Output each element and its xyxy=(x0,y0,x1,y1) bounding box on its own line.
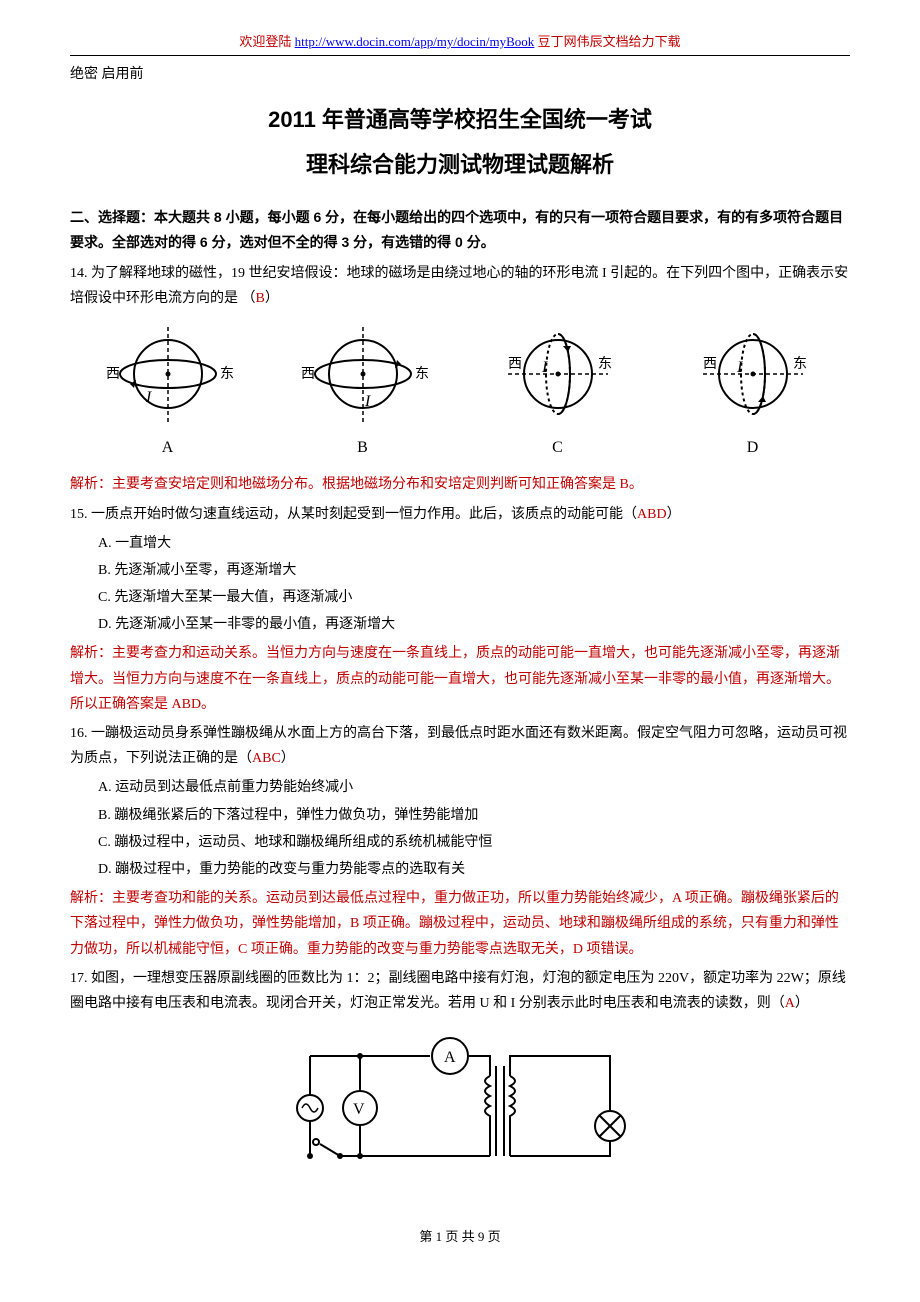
q15-opt-c: C. 先逐渐增大至某一最大值，再逐渐减小 xyxy=(98,585,850,610)
q14-answer: B xyxy=(256,291,265,306)
diagram-c-label: C xyxy=(488,434,628,463)
svg-text:A: A xyxy=(444,1049,456,1066)
label-east-c: 东 xyxy=(598,356,612,372)
diagram-a: 西 东 I A xyxy=(98,322,238,463)
q16-opt-b: B. 蹦极绳张紧后的下落过程中，弹性力做负功，弹性势能增加 xyxy=(98,803,850,828)
section-instructions: 二、选择题：本大题共 8 小题，每小题 6 分，在每小题给出的四个选项中，有的只… xyxy=(70,205,850,255)
q15-options: A. 一直增大 B. 先逐渐减小至零，再逐渐增大 C. 先逐渐增大至某一最大值，… xyxy=(98,531,850,638)
q16-end: ） xyxy=(281,751,295,766)
q16-opt-d: D. 蹦极过程中，重力势能的改变与重力势能零点的选取有关 xyxy=(98,857,850,882)
question-17: 17. 如图，一理想变压器原副线圈的匝数比为 1：2；副线圈电路中接有灯泡，灯泡… xyxy=(70,966,850,1016)
question-14: 14. 为了解释地球的磁性，19 世纪安培假设：地球的磁场是由绕过地心的轴的环形… xyxy=(70,261,850,311)
q15-answer: ABD xyxy=(637,507,667,522)
q16-opt-a: A. 运动员到达最低点前重力势能始终减小 xyxy=(98,775,850,800)
page: 欢迎登陆 http://www.docin.com/app/my/docin/m… xyxy=(0,0,920,1269)
label-west-c: 西 xyxy=(508,357,522,372)
q14-text: 14. 为了解释地球的磁性，19 世纪安培假设：地球的磁场是由绕过地心的轴的环形… xyxy=(70,266,848,306)
q15-opt-a: A. 一直增大 xyxy=(98,531,850,556)
q14-end: ） xyxy=(265,291,279,306)
label-i-c: I xyxy=(541,359,548,376)
label-west-d: 西 xyxy=(703,357,717,372)
label-west-b: 西 xyxy=(301,367,315,382)
question-16: 16. 一蹦极运动员身系弹性蹦极绳从水面上方的高台下落，到最低点时距水面还有数米… xyxy=(70,721,850,771)
q17-text: 17. 如图，一理想变压器原副线圈的匝数比为 1：2；副线圈电路中接有灯泡，灯泡… xyxy=(70,971,846,1011)
diagram-b-label: B xyxy=(293,434,433,463)
q16-opt-c: C. 蹦极过程中，运动员、地球和蹦极绳所组成的系统机械能守恒 xyxy=(98,830,850,855)
label-east-d: 东 xyxy=(793,356,807,372)
label-west: 西 xyxy=(106,367,120,382)
title-line-2: 理科综合能力测试物理试题解析 xyxy=(70,145,850,185)
q14-diagrams: 西 东 I A 西 东 I B xyxy=(70,322,850,463)
q16-explain: 解析：主要考查功和能的关系。运动员到达最低点过程中，重力做正功，所以重力势能始终… xyxy=(70,886,850,962)
diagram-d: 西 东 I D xyxy=(683,322,823,463)
header-divider xyxy=(70,55,850,56)
label-i-d: I xyxy=(736,359,743,376)
label-i: I xyxy=(145,389,152,406)
q17-answer: A xyxy=(785,996,795,1011)
q15-explain: 解析：主要考查力和运动关系。当恒力方向与速度在一条直线上，质点的动能可能一直增大… xyxy=(70,641,850,717)
svg-text:V: V xyxy=(353,1101,365,1118)
q14-explain: 解析：主要考查安培定则和地磁场分布。根据地磁场分布和安培定则判断可知正确答案是 … xyxy=(70,472,850,497)
label-east: 东 xyxy=(220,366,234,382)
q15-opt-b: B. 先逐渐减小至零，再逐渐增大 xyxy=(98,558,850,583)
q17-circuit: A xyxy=(70,1026,850,1195)
title-line-1: 2011 年普通高等学校招生全国统一考试 xyxy=(70,100,850,140)
diagram-a-label: A xyxy=(98,434,238,463)
header-url[interactable]: http://www.docin.com/app/my/docin/myBook xyxy=(295,34,535,49)
secret-label: 绝密 启用前 xyxy=(70,62,850,87)
q16-text: 16. 一蹦极运动员身系弹性蹦极绳从水面上方的高台下落，到最低点时距水面还有数米… xyxy=(70,726,847,766)
diagram-b: 西 东 I B xyxy=(293,322,433,463)
q17-end: ） xyxy=(795,996,809,1011)
diagram-d-label: D xyxy=(683,434,823,463)
header-link-line: 欢迎登陆 http://www.docin.com/app/my/docin/m… xyxy=(70,30,850,53)
q15-text: 15. 一质点开始时做匀速直线运动，从某时刻起受到一恒力作用。此后，该质点的动能… xyxy=(70,507,637,522)
q15-end: ） xyxy=(667,507,681,522)
header-pre: 欢迎登陆 xyxy=(239,34,294,49)
diagram-c: 西 东 I C xyxy=(488,322,628,463)
q15-opt-d: D. 先逐渐减小至某一非零的最小值，再逐渐增大 xyxy=(98,612,850,637)
page-footer: 第 1 页 共 9 页 xyxy=(70,1225,850,1248)
q16-options: A. 运动员到达最低点前重力势能始终减小 B. 蹦极绳张紧后的下落过程中，弹性力… xyxy=(98,775,850,882)
question-15: 15. 一质点开始时做匀速直线运动，从某时刻起受到一恒力作用。此后，该质点的动能… xyxy=(70,502,850,527)
q16-answer: ABC xyxy=(252,751,281,766)
label-east-b: 东 xyxy=(415,366,429,382)
label-i-b: I xyxy=(364,393,371,410)
header-post: 豆丁网伟辰文档给力下载 xyxy=(534,34,680,49)
